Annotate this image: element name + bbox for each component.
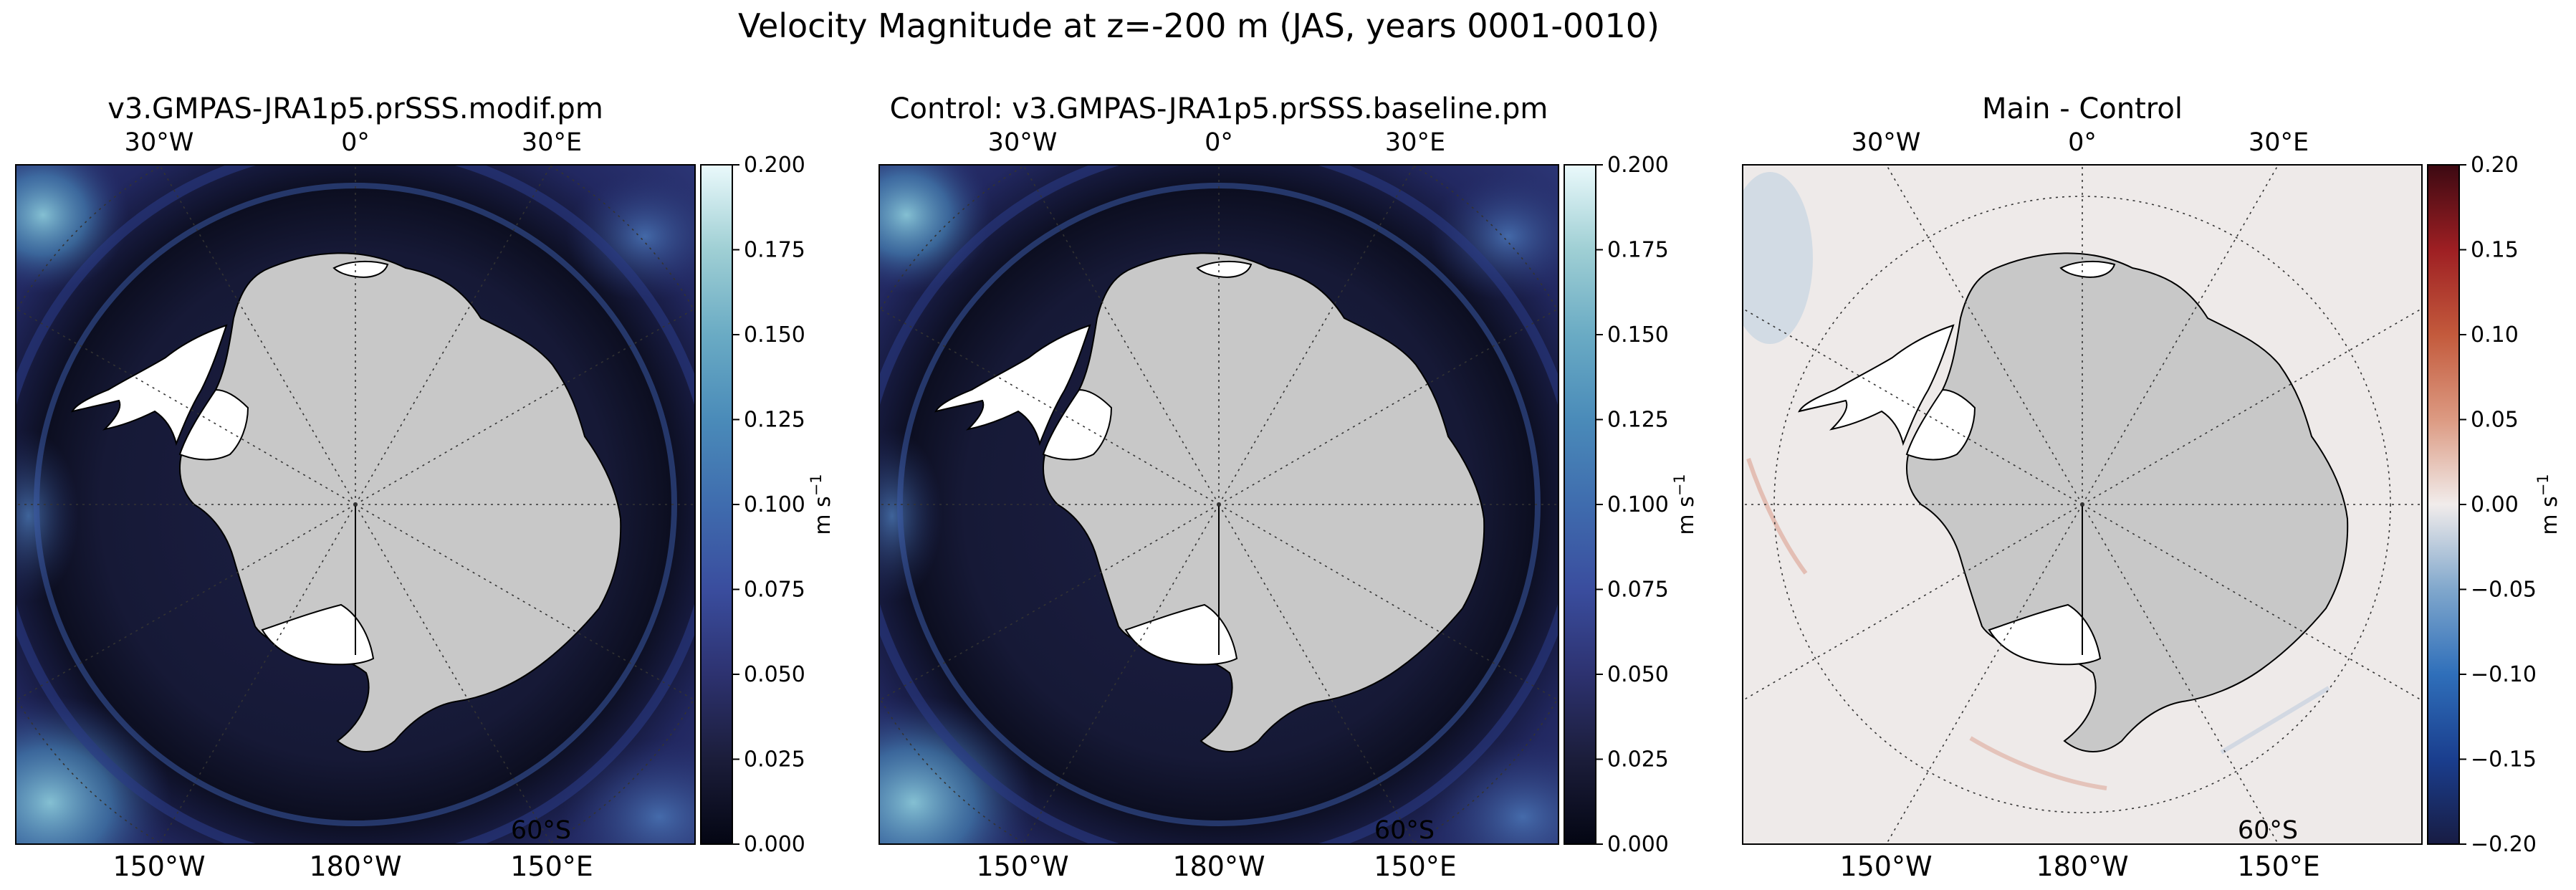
lon-label-top: 0°: [2068, 128, 2097, 157]
colorbar: −0.20 −0.15 −0.10 −0.05 0.00 0.05 0.10 0.15 0.20…: [2427, 153, 2562, 857]
lon-label-top: 30°W: [988, 128, 1058, 157]
panel-control: Control: v3.GMPAS-JRA1p5.prSSS.baseline.…: [878, 92, 1699, 882]
panel-title: Main - Control: [1982, 92, 2183, 125]
colorbar-tick-label: 0.100: [1607, 492, 1669, 517]
eddy-patch: [559, 738, 695, 844]
colorbar-tick-label: 0.150: [744, 322, 805, 348]
diff-streak: [1746, 458, 1808, 575]
colorbar-label: m s−1: [808, 474, 835, 535]
colorbar-gradient: [1564, 164, 1596, 845]
lon-label-bottom: 150°E: [510, 851, 593, 882]
lon-label-top: 0°: [1205, 128, 1233, 157]
map-area: [1743, 165, 2422, 844]
colorbar-gradient: [2427, 164, 2460, 845]
lat-label: 60°S: [2238, 816, 2298, 845]
lon-label-top: 30°W: [1852, 128, 1921, 157]
colorbar-tick-label: 0.00: [2471, 492, 2519, 517]
colorbar-tick-label: 0.025: [1607, 747, 1669, 772]
lon-label-top: 0°: [341, 128, 370, 157]
diff-patch: [1743, 172, 1813, 344]
colorbar-tick-label: 0.10: [2471, 322, 2519, 348]
colorbar-tick-label: −0.20: [2471, 832, 2537, 857]
colorbar-tick-label: −0.05: [2471, 578, 2537, 603]
lon-label-bottom: 150°W: [976, 851, 1068, 882]
diff-streak: [1969, 736, 2107, 790]
panel-title: v3.GMPAS-JRA1p5.prSSS.modif.pm: [107, 92, 603, 125]
colorbar-tick-label: 0.175: [744, 238, 805, 263]
lon-label-top: 30°E: [1385, 128, 1445, 157]
colorbar-tick-label: 0.000: [744, 832, 805, 857]
map-area: [16, 165, 695, 844]
colorbar-tick-label: 0.100: [744, 492, 805, 517]
panel-title: Control: v3.GMPAS-JRA1p5.prSSS.baseline.…: [890, 92, 1548, 125]
lon-label-bottom: 180°W: [309, 851, 401, 882]
colorbar-tick-label: 0.075: [744, 578, 805, 603]
panel-main: v3.GMPAS-JRA1p5.prSSS.modif.pm: [15, 92, 835, 882]
colorbar-tick-label: 0.125: [744, 408, 805, 433]
figure-title: Velocity Magnitude at z=-200 m (JAS, yea…: [738, 6, 1660, 45]
lat-label: 60°S: [1374, 816, 1435, 845]
colorbar-tick-label: −0.10: [2471, 662, 2537, 687]
lon-label-bottom: 150°E: [2237, 851, 2320, 882]
lon-label-bottom: 180°W: [1172, 851, 1265, 882]
lon-label-bottom: 150°W: [1839, 851, 1932, 882]
diff-streak: [2220, 686, 2330, 755]
lon-label-top: 30°E: [522, 128, 582, 157]
colorbar-tick-label: 0.05: [2471, 408, 2519, 433]
eddy-patch: [879, 430, 942, 602]
colorbar-tick-label: 0.200: [744, 153, 805, 178]
colorbar-tick-label: 0.125: [1607, 408, 1669, 433]
colorbar: 0.000 0.025 0.050 0.075 0.100 0.125 0.150 0.175…: [700, 153, 835, 857]
colorbar-tick-label: 0.000: [1607, 832, 1669, 857]
eddy-patch: [16, 430, 79, 602]
eddy-patch: [1422, 738, 1558, 844]
colorbar-label: m s−1: [1671, 474, 1699, 535]
lon-label-bottom: 150°E: [1374, 851, 1457, 882]
map-frame: [878, 164, 1559, 845]
map-frame: [15, 164, 696, 845]
colorbar-tick-label: 0.050: [744, 662, 805, 687]
colorbar-tick-label: 0.200: [1607, 153, 1669, 178]
eddy-patch: [879, 165, 992, 294]
panel-difference: Main - Control: [1742, 92, 2562, 882]
colorbar-tick-label: −0.15: [2471, 747, 2537, 772]
map-frame: [1742, 164, 2423, 845]
colorbar-tick-label: 0.075: [1607, 578, 1669, 603]
lat-label: 60°S: [511, 816, 571, 845]
colorbar-tick-label: 0.15: [2471, 238, 2519, 263]
colorbar-tick-label: 0.175: [1607, 238, 1669, 263]
lon-label-top: 30°W: [125, 128, 194, 157]
colorbar-tick-label: 0.150: [1607, 322, 1669, 348]
lon-label-bottom: 150°W: [112, 851, 205, 882]
colorbar-tick-label: 0.20: [2471, 153, 2519, 178]
colorbar-tick-label: 0.025: [744, 747, 805, 772]
map-area: [879, 165, 1558, 844]
eddy-patch: [1430, 172, 1558, 301]
colorbar: 0.000 0.025 0.050 0.075 0.100 0.125 0.150 0.175…: [1564, 153, 1699, 857]
eddy-patch: [566, 172, 695, 301]
eddy-patch: [16, 165, 129, 294]
colorbar-label: m s−1: [2534, 474, 2562, 535]
colorbar-gradient: [700, 164, 733, 845]
lon-label-bottom: 180°W: [2036, 851, 2128, 882]
colorbar-tick-label: 0.050: [1607, 662, 1669, 687]
lon-label-top: 30°E: [2249, 128, 2309, 157]
